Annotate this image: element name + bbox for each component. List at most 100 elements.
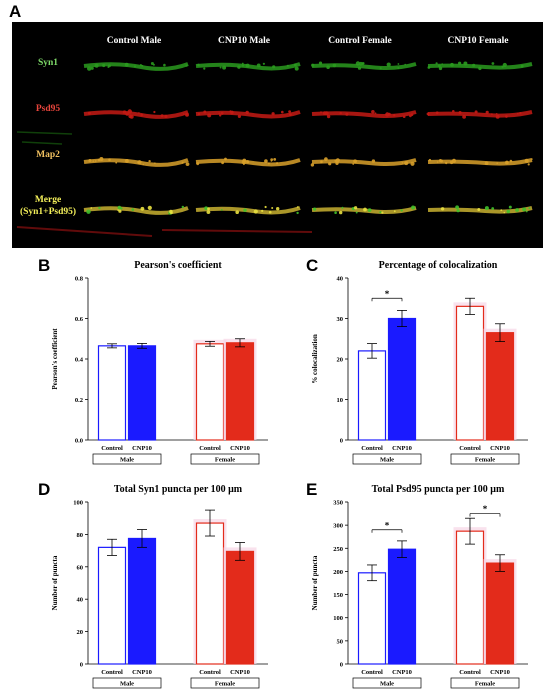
puncta-dot bbox=[341, 206, 344, 209]
chart-d: Total Syn1 puncta per 100 μm Number of pu… bbox=[40, 480, 290, 695]
puncta-dot bbox=[108, 158, 111, 161]
puncta-dot bbox=[271, 207, 274, 209]
puncta-dot bbox=[207, 113, 212, 118]
x-tick-label: Control bbox=[101, 669, 123, 676]
puncta-dot bbox=[462, 115, 466, 119]
puncta-dot bbox=[220, 111, 224, 115]
neurite-strip bbox=[195, 158, 301, 167]
puncta-dot bbox=[273, 158, 277, 161]
y-tick-label: 20 bbox=[337, 357, 344, 364]
puncta-dot bbox=[501, 65, 504, 68]
bar bbox=[225, 550, 255, 665]
puncta-dot bbox=[186, 114, 188, 116]
puncta-dot bbox=[401, 162, 404, 164]
puncta-dot bbox=[361, 62, 365, 65]
puncta-dot bbox=[440, 159, 443, 163]
puncta-dot bbox=[196, 162, 200, 166]
y-tick-label: 10 bbox=[337, 397, 344, 404]
puncta-dot bbox=[138, 112, 140, 114]
neurite-strip bbox=[195, 62, 301, 71]
puncta-dot bbox=[124, 62, 129, 67]
neurite-strip bbox=[83, 62, 189, 71]
puncta-dot bbox=[463, 61, 468, 66]
puncta-dot bbox=[427, 113, 430, 116]
puncta-dot bbox=[527, 163, 530, 166]
puncta-dot bbox=[127, 109, 132, 114]
puncta-dot bbox=[246, 160, 250, 164]
puncta-dot bbox=[243, 163, 245, 166]
puncta-dot bbox=[508, 205, 512, 209]
puncta-dot bbox=[397, 67, 400, 70]
y-tick-label: 40 bbox=[77, 597, 84, 604]
puncta-dot bbox=[353, 159, 357, 164]
puncta-dot bbox=[332, 63, 337, 68]
group-box bbox=[92, 677, 162, 689]
x-tick-label: Control bbox=[361, 445, 383, 452]
puncta-dot bbox=[220, 209, 223, 211]
x-tick-label: CNP10 bbox=[392, 445, 412, 452]
y-tick-label: 0.0 bbox=[75, 438, 83, 445]
puncta-dot bbox=[281, 110, 284, 114]
puncta-dot bbox=[505, 160, 509, 165]
puncta-dot bbox=[207, 207, 210, 211]
puncta-dot bbox=[491, 207, 495, 210]
puncta-dot bbox=[381, 211, 384, 214]
neurite-strip bbox=[427, 206, 533, 214]
y-tick-label: 0.8 bbox=[75, 276, 84, 283]
column-header: Control Female bbox=[328, 36, 392, 46]
x-tick-label: CNP10 bbox=[230, 669, 250, 676]
puncta-dot bbox=[436, 161, 439, 163]
puncta-dot bbox=[437, 64, 441, 68]
puncta-dot bbox=[458, 111, 462, 114]
puncta-dot bbox=[181, 161, 184, 164]
group-box bbox=[352, 453, 422, 465]
puncta-dot bbox=[243, 208, 247, 212]
puncta-dot bbox=[386, 62, 391, 67]
puncta-dot bbox=[374, 112, 377, 115]
puncta-dot bbox=[117, 209, 119, 212]
neurite-strip bbox=[427, 110, 533, 118]
x-tick-label: Control bbox=[459, 445, 481, 452]
group-label: Male bbox=[120, 457, 134, 464]
puncta-dot bbox=[140, 206, 145, 211]
x-tick-label: CNP10 bbox=[230, 445, 250, 452]
puncta-dot bbox=[438, 66, 443, 71]
puncta-dot bbox=[256, 63, 261, 68]
neurite-strip bbox=[311, 158, 417, 166]
puncta-dot bbox=[339, 210, 343, 215]
bar bbox=[357, 572, 387, 665]
puncta-dot bbox=[400, 209, 403, 212]
group-box bbox=[450, 453, 520, 465]
puncta-dot bbox=[500, 209, 503, 212]
puncta-dot bbox=[237, 65, 241, 69]
bar bbox=[195, 343, 225, 441]
puncta-dot bbox=[528, 207, 531, 210]
group-label: Female bbox=[215, 457, 235, 464]
puncta-dot bbox=[477, 208, 481, 211]
puncta-dot bbox=[363, 207, 367, 212]
puncta-dot bbox=[495, 113, 498, 115]
puncta-dot bbox=[320, 161, 323, 164]
y-tick-label: 0 bbox=[340, 438, 343, 445]
panel-letter-a: A bbox=[9, 2, 22, 21]
puncta-dot bbox=[90, 66, 94, 70]
puncta-dot bbox=[326, 114, 331, 119]
bar bbox=[455, 305, 485, 441]
puncta-dot bbox=[152, 63, 155, 66]
puncta-dot bbox=[339, 111, 342, 115]
y-tick-label: 40 bbox=[337, 276, 344, 283]
chart-title: Pearson's coefficient bbox=[134, 260, 222, 271]
puncta-dot bbox=[264, 205, 267, 209]
chart-b: Pearson's coefficient Pearson's coefficie… bbox=[40, 256, 290, 471]
puncta-dot bbox=[334, 211, 337, 214]
puncta-dot bbox=[219, 114, 222, 117]
puncta-dot bbox=[525, 210, 528, 213]
puncta-dot bbox=[387, 112, 391, 116]
significance-star: * bbox=[385, 289, 390, 299]
panel-letter-e: E bbox=[306, 480, 318, 499]
row-label-map2: Map2 bbox=[36, 150, 60, 160]
y-tick-label: 100 bbox=[73, 500, 83, 507]
puncta-dot bbox=[506, 209, 511, 214]
puncta-dot bbox=[427, 66, 431, 69]
puncta-dot bbox=[203, 110, 207, 114]
